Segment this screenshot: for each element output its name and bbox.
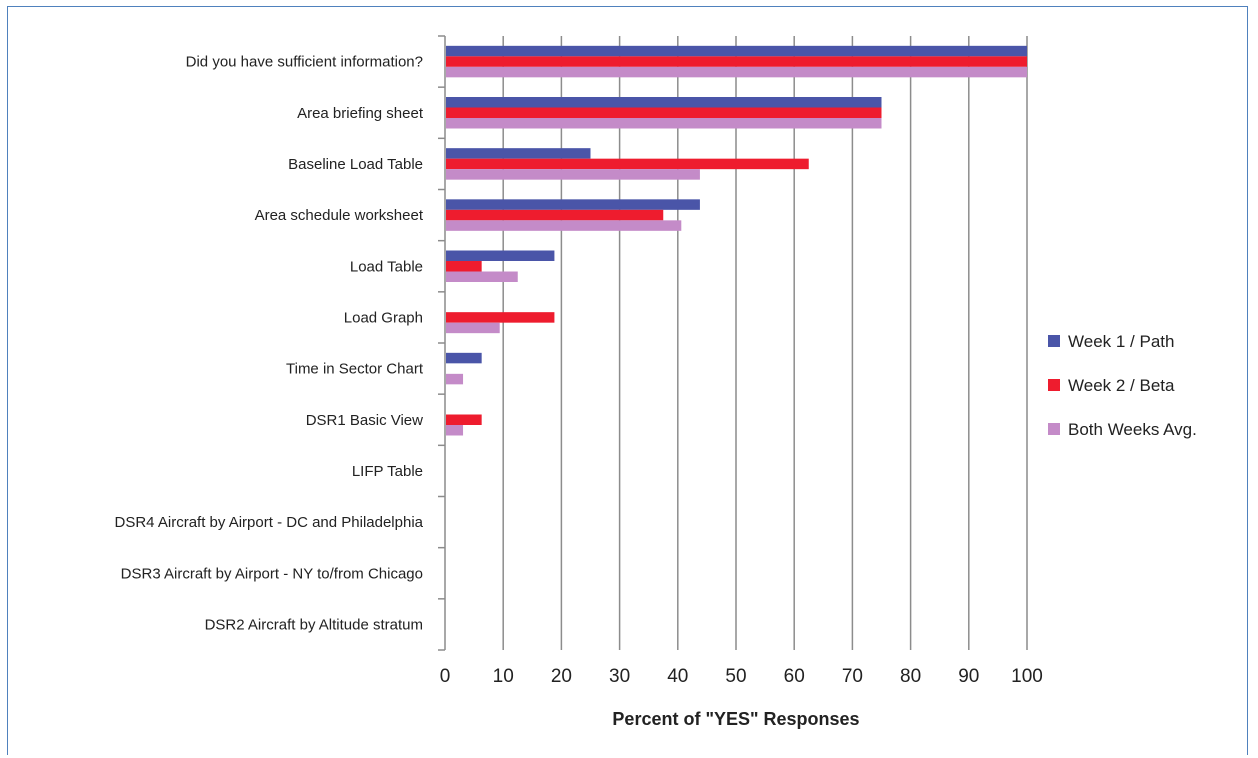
- legend-swatch: [1048, 423, 1060, 435]
- x-tick-label: 50: [725, 666, 746, 687]
- category-label: Did you have sufficient information?: [186, 54, 423, 71]
- bar: [446, 45, 1027, 57]
- bar: [446, 414, 482, 425]
- category-label: DSR4 Aircraft by Airport - DC and Philad…: [115, 514, 424, 531]
- bar: [446, 158, 809, 170]
- legend-label: Week 2 / Beta: [1068, 376, 1175, 395]
- bar: [446, 209, 664, 221]
- bar: [446, 107, 882, 118]
- x-tick-label: 10: [493, 666, 514, 687]
- bars: [446, 45, 1027, 436]
- category-label: Baseline Load Table: [288, 156, 423, 173]
- x-tick-label: 70: [842, 666, 863, 687]
- bar: [446, 373, 464, 385]
- category-label: Area briefing sheet: [297, 105, 424, 122]
- axes: [438, 35, 446, 651]
- category-label: DSR2 Aircraft by Altitude stratum: [205, 616, 423, 633]
- category-label: Area schedule worksheet: [255, 207, 424, 224]
- category-label: DSR3 Aircraft by Airport - NY to/from Ch…: [121, 565, 423, 582]
- x-tick-label: 80: [900, 666, 921, 687]
- category-label: DSR1 Basic View: [306, 412, 423, 429]
- legend-label: Both Weeks Avg.: [1068, 420, 1197, 439]
- bar: [446, 66, 1027, 78]
- bar: [446, 118, 882, 129]
- x-tick-label: 40: [667, 666, 688, 687]
- legend: Week 1 / Path Week 2 / Beta Both Weeks Avg…: [1048, 332, 1197, 439]
- x-tick-label: 60: [784, 666, 805, 687]
- bar: [446, 261, 482, 272]
- category-label: Load Table: [350, 258, 423, 275]
- x-tick-label: 100: [1011, 666, 1043, 687]
- bar: [446, 56, 1027, 67]
- chart-frame: [7, 6, 1248, 755]
- bar: [446, 322, 500, 334]
- category-label: LIFP Table: [352, 463, 423, 480]
- category-label: Time in Sector Chart: [286, 361, 424, 378]
- x-axis-title: Percent of "YES" Responses: [612, 709, 859, 729]
- x-tick-label: 0: [440, 666, 451, 687]
- x-tick-labels: 0 10 20 30 40 50 60 70 80 90 100: [440, 666, 1043, 687]
- bar: [446, 312, 555, 323]
- category-label: Load Graph: [344, 309, 423, 326]
- bar: [446, 97, 882, 108]
- gridlines: [502, 36, 1028, 650]
- legend-swatch: [1048, 335, 1060, 347]
- category-labels: Did you have sufficient information? Area…: [115, 54, 424, 634]
- bar: [446, 352, 482, 364]
- bar: [446, 250, 555, 261]
- x-tick-label: 20: [551, 666, 572, 687]
- legend-label: Week 1 / Path: [1068, 332, 1174, 351]
- bar: [446, 169, 700, 180]
- bar: [446, 425, 464, 436]
- bar: [446, 220, 682, 231]
- bar: [446, 271, 518, 282]
- x-tick-label: 30: [609, 666, 630, 687]
- x-tick-label: 90: [958, 666, 979, 687]
- bar: [446, 199, 700, 210]
- bar: [446, 148, 591, 159]
- legend-swatch: [1048, 379, 1060, 391]
